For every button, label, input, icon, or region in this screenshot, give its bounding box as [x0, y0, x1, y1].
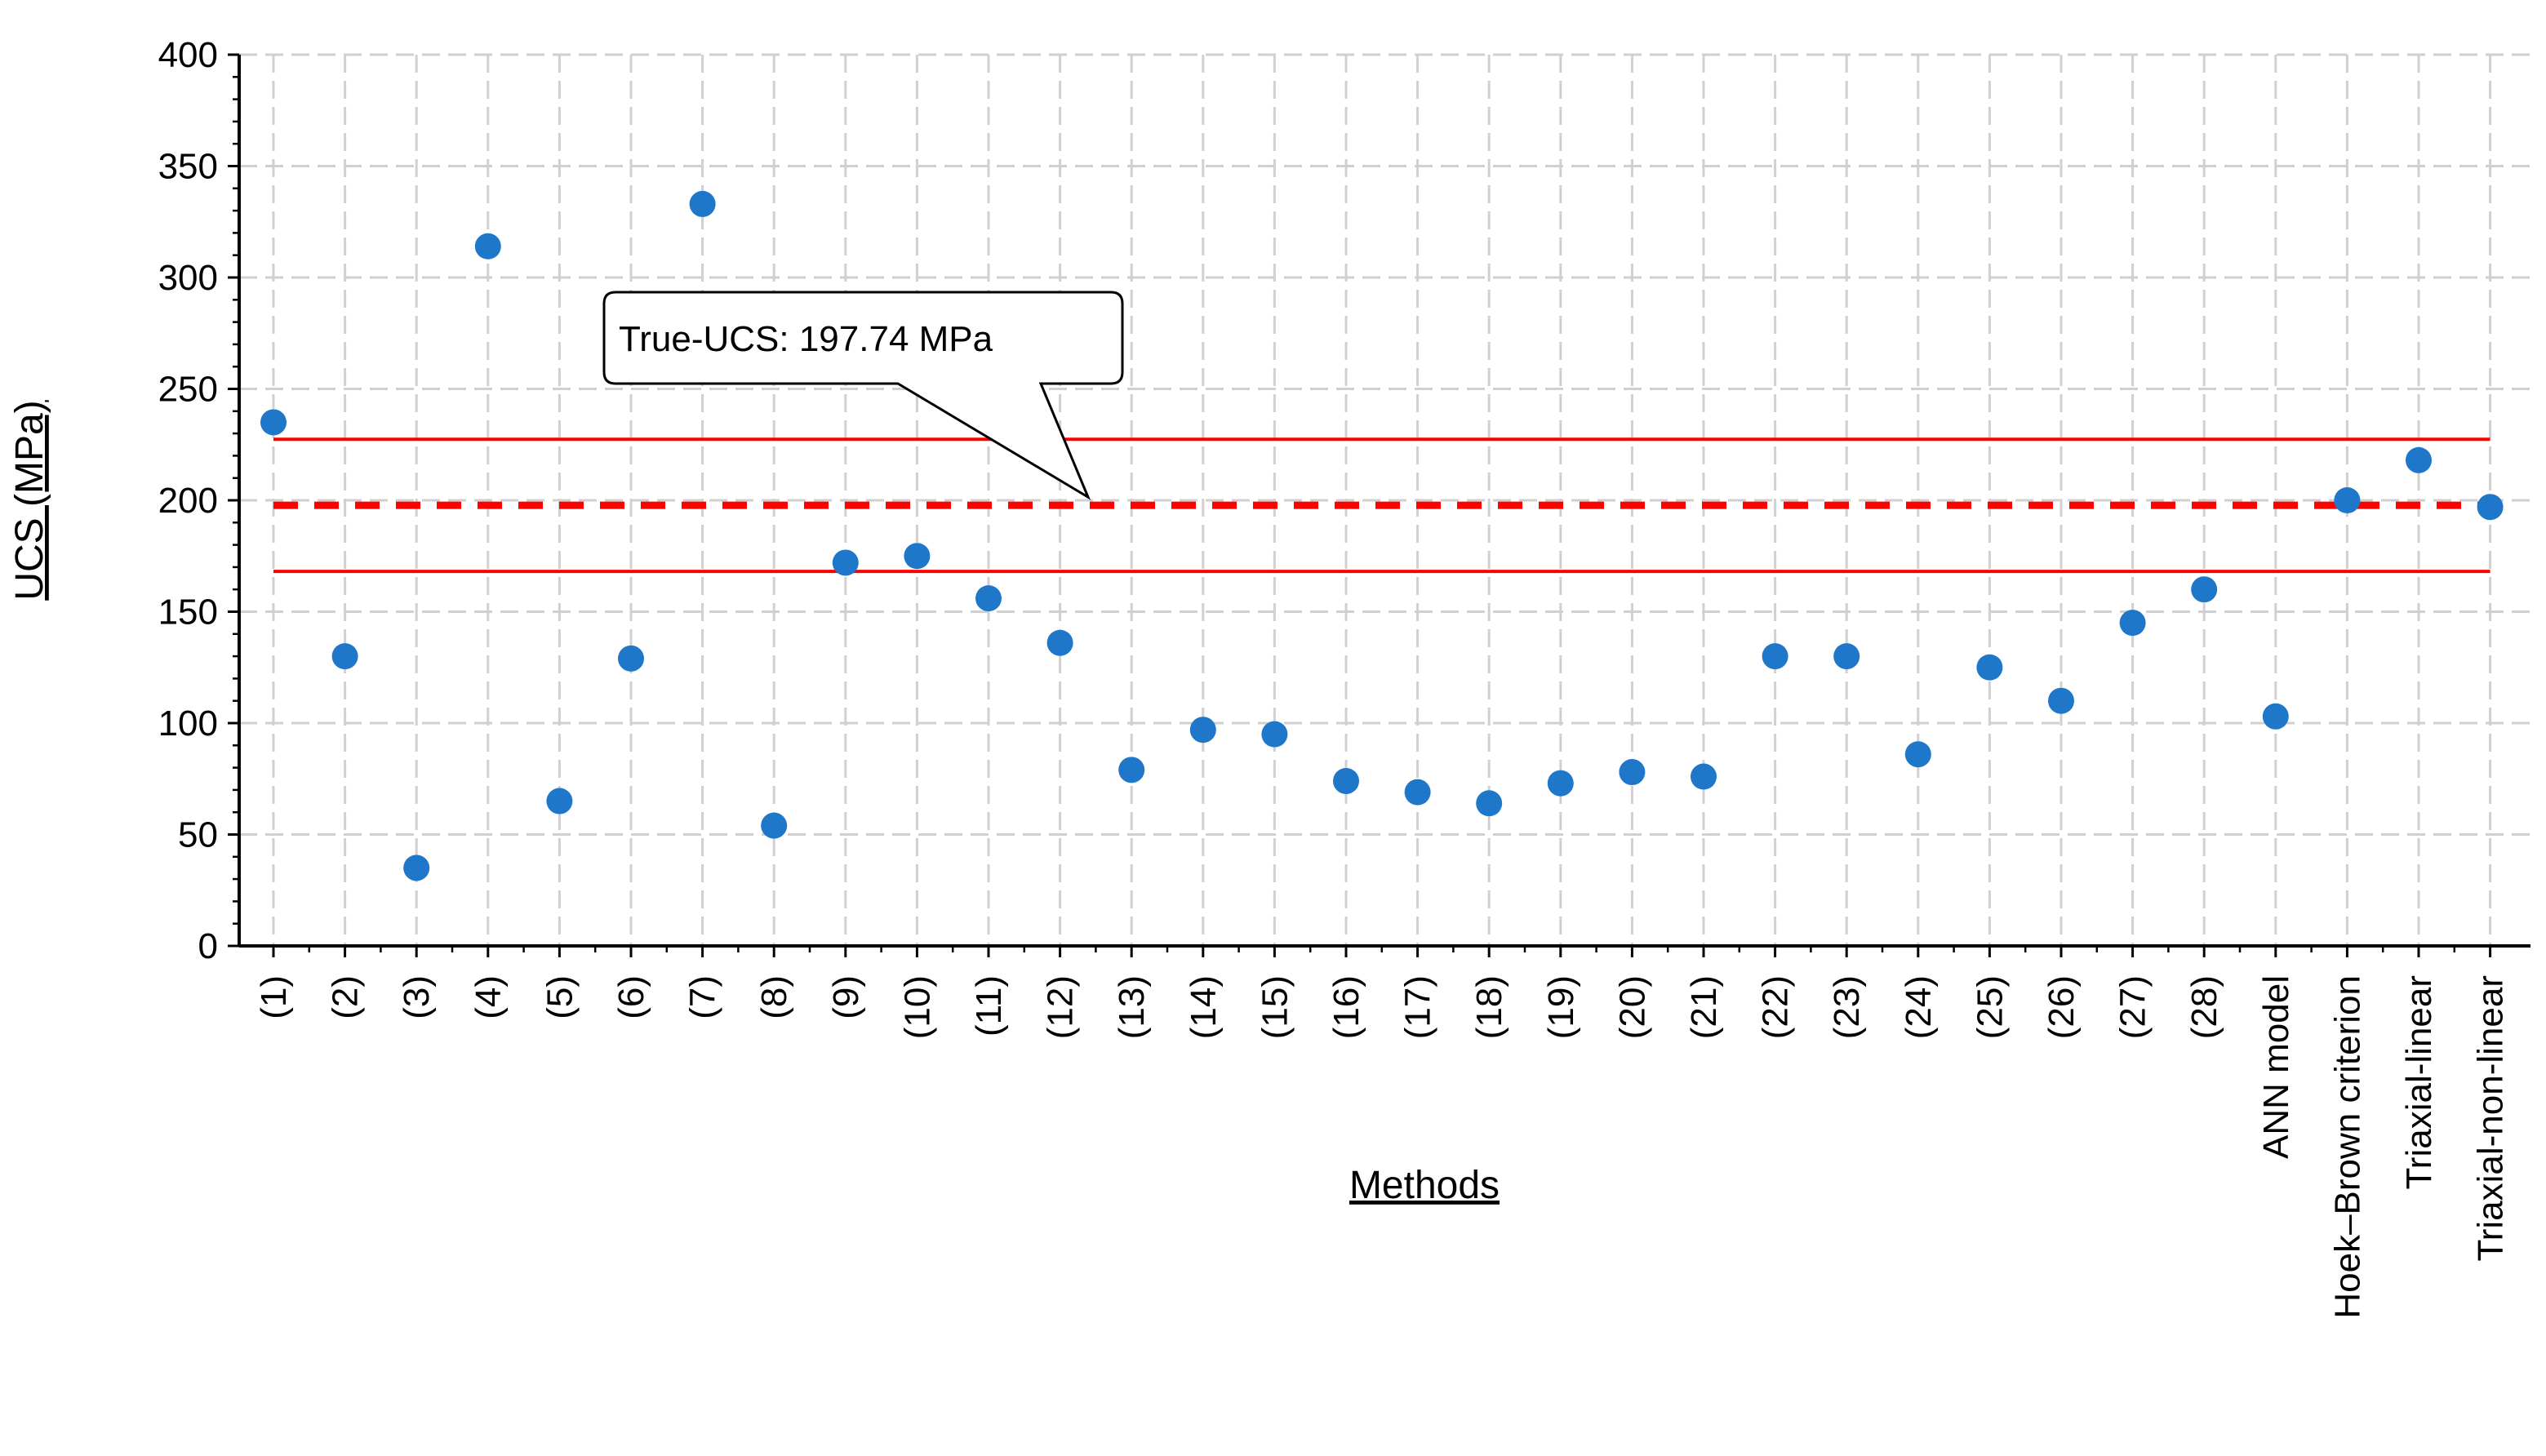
x-category-label: (9) [826, 975, 866, 1019]
data-point [403, 855, 430, 881]
reference-lines [273, 437, 2490, 574]
axes: 0 50 100 150 200 250 300 350 400 (1) (2) (3) (4) (5) (… [158, 35, 2530, 1319]
data-point [1619, 759, 1646, 786]
x-category-label: (21) [1684, 975, 1724, 1039]
y-tick-label: 200 [158, 481, 218, 521]
x-category-label: Triaxial-linear [2399, 975, 2439, 1189]
grid-layer [239, 53, 2530, 946]
data-point [1762, 643, 1788, 670]
x-category-label: (16) [1326, 975, 1366, 1039]
y-tick-label: 100 [158, 704, 218, 744]
callout: True-UCS: 197.74 MPa [602, 291, 1124, 500]
data-point [2477, 494, 2504, 521]
x-category-label: (2) [326, 975, 366, 1019]
data-points [260, 190, 2504, 881]
x-category-label: (11) [969, 975, 1009, 1037]
x-category-label: Hoek–Brown criterion [2327, 975, 2367, 1319]
y-tick-label: 400 [158, 35, 218, 75]
y-tick-label: 300 [158, 258, 218, 298]
y-tick-label: 50 [178, 815, 218, 855]
data-point [2191, 576, 2218, 603]
data-point [260, 409, 287, 436]
data-point [1833, 643, 1860, 670]
x-category-label: (8) [754, 975, 794, 1019]
x-category-label: Triaxial-non-linear [2471, 975, 2511, 1262]
x-category-label: (24) [1899, 975, 1939, 1039]
x-category-label: (13) [1112, 975, 1152, 1039]
data-point [2406, 446, 2432, 473]
x-category-label: (18) [1469, 975, 1509, 1039]
x-category-label: (1) [254, 975, 294, 1019]
x-category-label: (26) [2042, 975, 2082, 1039]
data-point [2334, 487, 2361, 513]
x-category-label: (15) [1255, 975, 1295, 1039]
data-point [1046, 629, 1073, 656]
data-point [1691, 763, 1717, 790]
y-tick-label: 250 [158, 370, 218, 410]
x-category-label: (17) [1398, 975, 1438, 1039]
data-point [1189, 717, 1216, 744]
x-category-label: (12) [1041, 975, 1081, 1039]
data-point [1333, 767, 1359, 794]
data-point [474, 233, 501, 260]
x-category-label: (28) [2184, 975, 2224, 1039]
data-point [689, 190, 716, 217]
x-category-label: (14) [1184, 975, 1224, 1039]
x-category-label: (3) [397, 975, 437, 1019]
x-category-label: (23) [1827, 975, 1867, 1039]
data-point [2119, 610, 2146, 637]
x-category-label: ANN model [2256, 975, 2296, 1159]
y-axis-title: UCS (MPa) [8, 400, 51, 600]
x-category-label: (6) [611, 975, 651, 1019]
x-axis-title: Methods [1349, 1164, 1500, 1207]
y-tick-label: 350 [158, 147, 218, 187]
data-point [1976, 654, 2003, 681]
data-point [832, 549, 859, 576]
data-point [1404, 779, 1431, 806]
data-point [904, 543, 931, 570]
x-category-label: (4) [469, 975, 509, 1019]
y-tick-label: 150 [158, 593, 218, 633]
callout-box [602, 291, 1124, 500]
data-point [331, 643, 358, 670]
x-category-label: (10) [897, 975, 937, 1039]
data-point [2048, 687, 2074, 714]
data-point [1261, 721, 1288, 748]
data-point [546, 788, 573, 815]
x-category-label: (22) [1756, 975, 1796, 1039]
x-category-label: (25) [1970, 975, 2010, 1039]
data-point [975, 585, 1002, 612]
data-point [618, 645, 644, 672]
callout-label: True-UCS: 197.74 MPa [619, 319, 993, 359]
data-point [1118, 757, 1145, 783]
x-category-label: (7) [683, 975, 723, 1019]
data-point [1547, 770, 1574, 797]
data-point [2262, 703, 2289, 730]
x-category-label: (5) [540, 975, 580, 1019]
x-category-label: (27) [2113, 975, 2153, 1039]
data-point [761, 812, 788, 839]
x-category-label: (19) [1541, 975, 1581, 1039]
data-point [1476, 790, 1503, 817]
y-tick-label: 0 [198, 926, 218, 966]
x-category-label: (20) [1612, 975, 1652, 1039]
data-point [1904, 741, 1931, 768]
